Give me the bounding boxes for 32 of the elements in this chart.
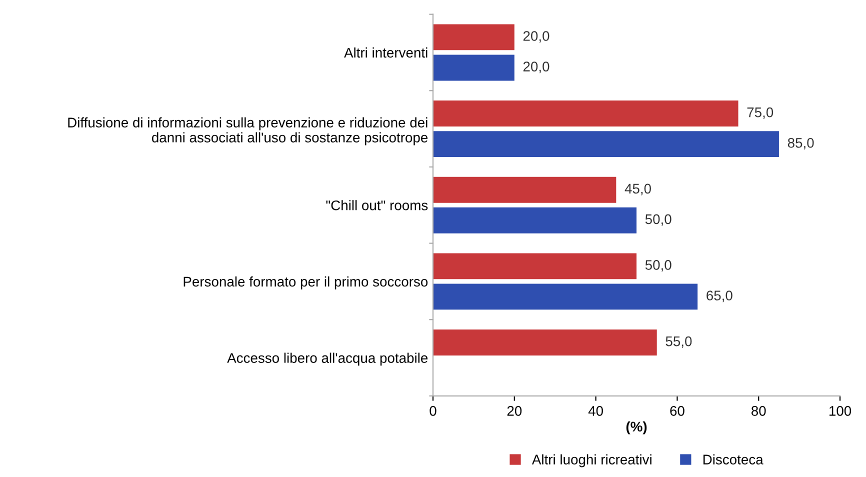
data-label: 45,0 — [624, 184, 651, 196]
data-label: 20,0 — [523, 62, 550, 74]
legend-label: Altri luoghi ricreativi — [532, 454, 652, 468]
x-tick-label: 80 — [751, 406, 766, 416]
bar — [433, 330, 657, 356]
y-tick-label: Diffusione di informazioni sulla prevenzione e riduzione dei danni associati all'uso di sostanze psicotrope — [68, 117, 428, 146]
data-label: 20,0 — [523, 31, 550, 43]
bar — [433, 176, 616, 203]
bar — [433, 131, 779, 158]
bar — [433, 253, 637, 280]
data-label: 65,0 — [706, 290, 732, 302]
x-tick-label: 0 — [430, 406, 436, 416]
bar — [433, 284, 698, 310]
data-label: 55,0 — [666, 336, 692, 348]
data-label: 50,0 — [645, 260, 672, 272]
data-label: 75,0 — [747, 107, 774, 119]
x-tick-label: 100 — [829, 406, 852, 416]
x-axis-title: (%) — [626, 421, 647, 434]
x-tick-label: 60 — [670, 406, 684, 416]
bar — [433, 24, 514, 50]
y-tick-label: Accesso libero all'acqua potabile — [227, 352, 428, 366]
x-tick-label: 40 — [588, 406, 603, 416]
data-label: 85,0 — [788, 138, 814, 150]
x-tick-label: 20 — [507, 406, 522, 416]
bar — [433, 54, 514, 81]
bar — [433, 100, 738, 126]
y-tick-label: Personale formato per il primo soccorso — [184, 276, 428, 290]
legend-label: Discoteca — [703, 454, 764, 464]
data-label: 50,0 — [645, 214, 672, 226]
y-tick-label: "Chill out" rooms — [326, 200, 428, 210]
bar — [433, 207, 637, 234]
y-tick-label: Altri interventi — [344, 47, 428, 58]
